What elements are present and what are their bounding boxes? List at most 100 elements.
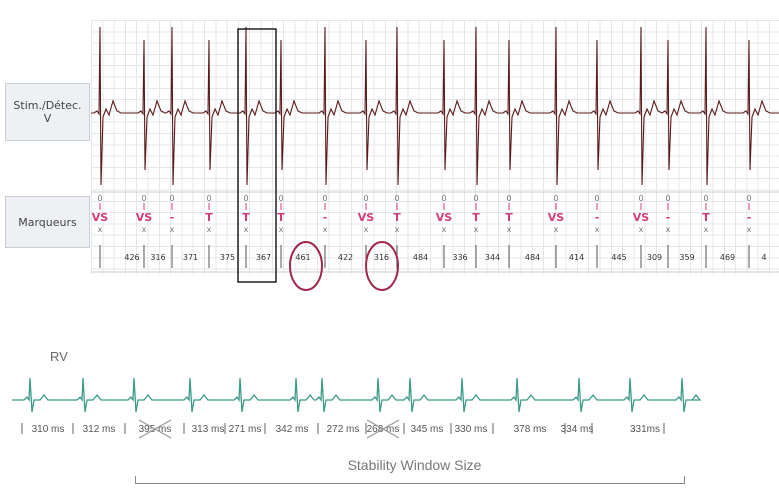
interval-value: 4 [761, 253, 766, 262]
interval-value: 461 [295, 253, 310, 262]
marker-zero: 0 [97, 194, 102, 203]
rv-interval-value: 313 ms [192, 424, 225, 435]
interval-value: 484 [413, 253, 428, 262]
marker-label: T [205, 211, 213, 224]
rv-label: RV [50, 349, 68, 364]
interval-value: 316 [374, 253, 389, 262]
marker-zero: 0 [553, 194, 558, 203]
egm-trace [91, 26, 779, 186]
marker-x: x [747, 225, 752, 234]
marker-x: x [364, 225, 369, 234]
marker-x: x [98, 225, 103, 234]
rv-interval-value: 378 ms [514, 424, 547, 435]
marker-zero: 0 [746, 194, 751, 203]
marker-x: x [554, 225, 559, 234]
marker-zero: 0 [278, 194, 283, 203]
marker-x: x [442, 225, 447, 234]
interval-value: 375 [220, 253, 235, 262]
marker-label: T [472, 211, 480, 224]
marker-label: VS [92, 211, 109, 224]
interval-value: 359 [679, 253, 694, 262]
stim-label-line2: V [43, 112, 52, 125]
rv-interval-value: 272 ms [327, 424, 360, 435]
marker-label: T [242, 211, 250, 224]
marker-zero: 0 [473, 194, 478, 203]
marker-zero: 0 [638, 194, 643, 203]
marker-label: T [277, 211, 285, 224]
marker-x: x [395, 225, 400, 234]
marker-label: - [323, 211, 328, 224]
marker-zero: 0 [141, 194, 146, 203]
marker-label: - [747, 211, 752, 224]
interval-value: 344 [485, 253, 500, 262]
marker-x: x [207, 225, 212, 234]
interval-value: 422 [338, 253, 353, 262]
marker-zero: 0 [703, 194, 708, 203]
highlight-box [237, 28, 277, 283]
rv-trace [12, 377, 702, 413]
marker-label: VS [633, 211, 650, 224]
marker-zero: 0 [594, 194, 599, 203]
marker-zero: 0 [322, 194, 327, 203]
rv-interval-value: 312 ms [83, 424, 116, 435]
marker-label: VS [136, 211, 153, 224]
marker-x: x [323, 225, 328, 234]
rv-cross-line [138, 419, 172, 439]
interval-value: 445 [611, 253, 626, 262]
stim-label-line1: Stim./Détec. [13, 99, 82, 112]
marker-zero: 0 [665, 194, 670, 203]
marker-zero: 0 [441, 194, 446, 203]
interval-circle-461 [289, 241, 323, 291]
marker-label: VS [358, 211, 375, 224]
marker-label: VS [436, 211, 453, 224]
marker-label: T [505, 211, 513, 224]
rv-interval-value: 342 ms [276, 424, 309, 435]
stim-detect-channel-label: Stim./Détec. V [5, 83, 90, 141]
marker-label: T [702, 211, 710, 224]
marker-x: x [639, 225, 644, 234]
egm-strip: 0VSx0VSx0-x0Tx0Tx0Tx0-x0VSx0Tx0VSx0Tx0Tx… [91, 26, 779, 291]
interval-value: 309 [647, 253, 662, 262]
marker-zero: 0 [243, 194, 248, 203]
marker-x: x [142, 225, 147, 234]
markers-channel-label: Marqueurs [5, 196, 90, 248]
marker-label: - [595, 211, 600, 224]
interval-value: 316 [150, 253, 165, 262]
marker-label: VS [548, 211, 565, 224]
marker-zero: 0 [169, 194, 174, 203]
marker-label: - [170, 211, 175, 224]
marker-label: T [393, 211, 401, 224]
interval-value: 414 [569, 253, 584, 262]
marker-zero: 0 [206, 194, 211, 203]
interval-value: 336 [452, 253, 467, 262]
marker-zero: 0 [394, 194, 399, 203]
interval-circle-316 [365, 241, 399, 291]
marker-label: - [666, 211, 671, 224]
marker-x: x [474, 225, 479, 234]
marker-x: x [170, 225, 175, 234]
interval-value: 484 [525, 253, 540, 262]
marker-zero: 0 [363, 194, 368, 203]
stability-window-title: Stability Window Size [347, 457, 482, 473]
marker-x: x [244, 225, 249, 234]
rv-interval-value: 345 ms [411, 424, 444, 435]
rv-interval-value: 331ms [630, 424, 660, 435]
rv-interval-value: 310 ms [32, 424, 65, 435]
interval-value: 426 [124, 253, 139, 262]
marker-zero: 0 [506, 194, 511, 203]
interval-value: 367 [256, 253, 271, 262]
interval-value: 469 [720, 253, 735, 262]
marker-x: x [666, 225, 671, 234]
rv-interval-value: 271 ms [229, 424, 262, 435]
rv-interval-value: 334 ms [561, 424, 594, 435]
markers-label-text: Marqueurs [18, 215, 77, 229]
stability-window-bracket [135, 476, 685, 484]
marker-x: x [279, 225, 284, 234]
interval-value: 371 [183, 253, 198, 262]
marker-x: x [704, 225, 709, 234]
egm-grid [91, 20, 779, 274]
rv-interval-value: 330 ms [455, 424, 488, 435]
marker-x: x [595, 225, 600, 234]
rv-cross-line [366, 419, 400, 439]
